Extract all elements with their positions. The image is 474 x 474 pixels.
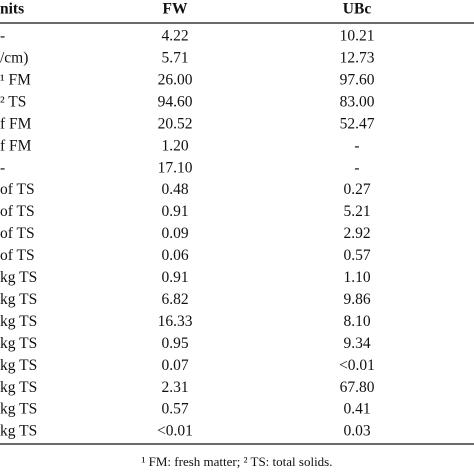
value-cell: 0.57	[161, 401, 188, 418]
value-cell: -	[354, 159, 359, 176]
unit-cell: ² TS	[0, 93, 26, 110]
unit-cell: of TS	[0, 247, 35, 264]
value-cell: 16.33	[158, 313, 193, 330]
unit-cell: of TS	[0, 225, 35, 242]
value-cell: 20.52	[158, 115, 193, 132]
value-cell: 1.20	[161, 137, 188, 154]
value-cell: 1.10	[343, 269, 370, 286]
value-cell: 0.41	[343, 401, 370, 418]
header-cell: nits	[0, 1, 24, 18]
value-cell: 0.91	[161, 203, 188, 220]
value-cell: 0.06	[161, 247, 188, 264]
unit-cell: of TS	[0, 203, 35, 220]
value-cell: -	[354, 137, 359, 154]
value-cell: 0.95	[161, 335, 188, 352]
value-cell: 0.48	[161, 181, 188, 198]
value-cell: <0.01	[157, 423, 193, 440]
unit-cell: kg TS	[0, 401, 37, 418]
value-cell: 2.92	[343, 225, 370, 242]
unit-cell: kg TS	[0, 269, 37, 286]
value-cell: <0.01	[339, 357, 375, 374]
unit-cell: kg TS	[0, 357, 37, 374]
value-cell: 12.73	[340, 50, 375, 67]
unit-cell: kg TS	[0, 335, 37, 352]
value-cell: 8.10	[343, 313, 370, 330]
unit-cell: -	[0, 159, 5, 176]
value-cell: 67.80	[340, 379, 375, 396]
value-cell: 9.86	[343, 291, 370, 308]
value-cell: 0.91	[161, 269, 188, 286]
unit-cell: kg TS	[0, 291, 37, 308]
value-cell: 83.00	[340, 93, 375, 110]
value-cell: 5.71	[161, 50, 188, 67]
value-cell: 0.07	[161, 357, 188, 374]
value-cell: 97.60	[340, 71, 375, 88]
unit-cell: -	[0, 28, 5, 45]
value-cell: 4.22	[161, 28, 188, 45]
unit-cell: /cm)	[0, 50, 28, 67]
header-cell: FW	[163, 1, 188, 18]
unit-cell: kg TS	[0, 379, 37, 396]
value-cell: 0.57	[343, 247, 370, 264]
value-cell: 10.21	[340, 28, 375, 45]
value-cell: 94.60	[158, 93, 193, 110]
value-cell: 5.21	[343, 203, 370, 220]
unit-cell: of TS	[0, 181, 35, 198]
value-cell: 0.27	[343, 181, 370, 198]
unit-cell: f FM	[0, 137, 32, 154]
unit-cell: f FM	[0, 115, 32, 132]
value-cell: 26.00	[158, 71, 193, 88]
unit-cell: kg TS	[0, 423, 37, 440]
value-cell: 52.47	[340, 115, 375, 132]
value-cell: 6.82	[161, 291, 188, 308]
value-cell: 9.34	[343, 335, 370, 352]
unit-cell: ¹ FM	[0, 71, 31, 88]
value-cell: 2.31	[161, 379, 188, 396]
unit-cell: kg TS	[0, 313, 37, 330]
value-cell: 0.09	[161, 225, 188, 242]
value-cell: 0.03	[343, 423, 370, 440]
header-cell: UBc	[343, 1, 372, 18]
footnote: ¹ FM: fresh matter; ² TS: total solids.	[142, 454, 333, 469]
value-cell: 17.10	[158, 159, 193, 176]
